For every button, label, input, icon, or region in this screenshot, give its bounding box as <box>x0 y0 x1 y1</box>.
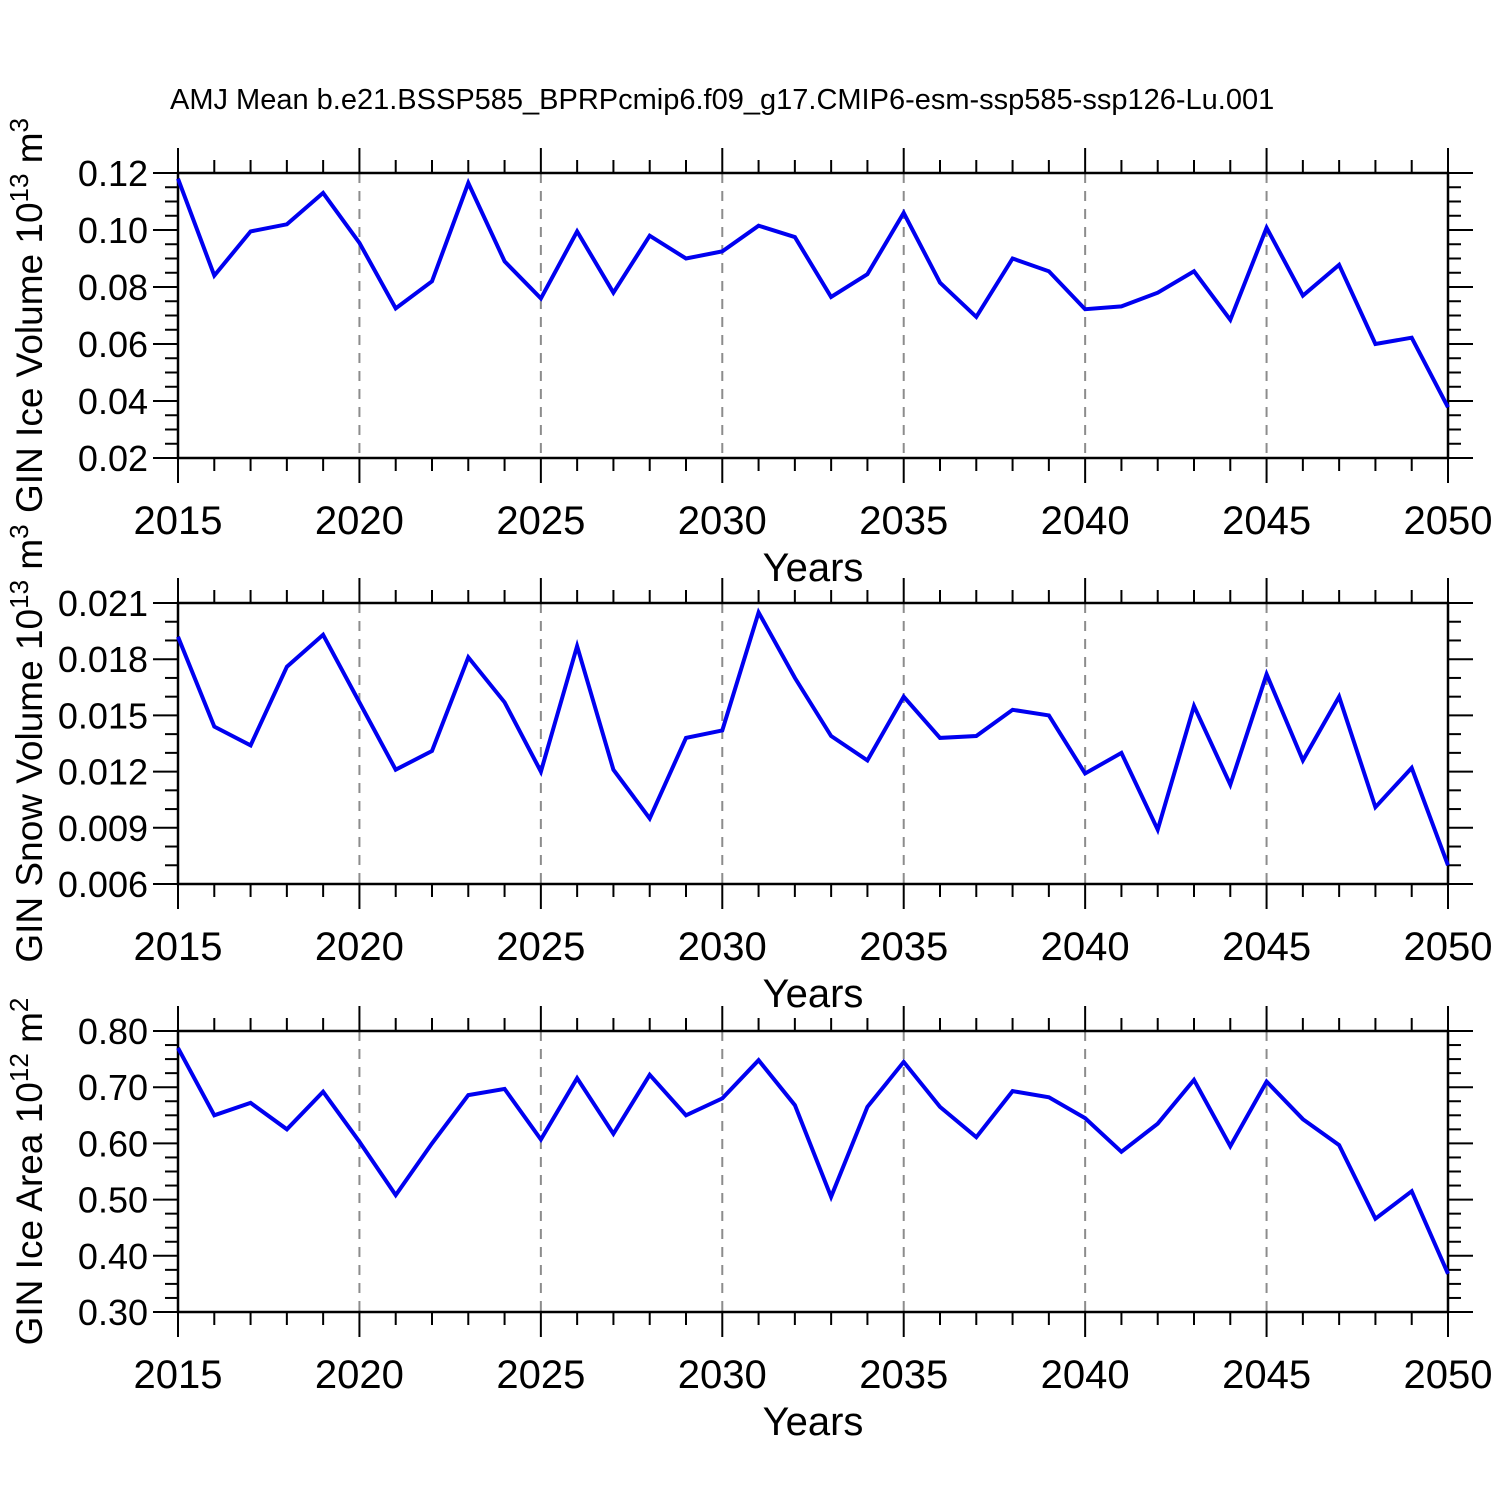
data-line-gin-snow-volume <box>176 607 1450 866</box>
y-axis-title-text: GIN Ice Volume 10 <box>9 202 50 513</box>
x-tick-label: 2035 <box>859 1353 948 1397</box>
y-axis-title-exponent: 12 <box>4 1053 34 1082</box>
plot-frame <box>176 171 1450 460</box>
y-tick-label: 0.80 <box>78 1011 148 1052</box>
x-tick-label: 2030 <box>678 1353 767 1397</box>
x-tick-label: 2050 <box>1404 499 1493 543</box>
y-axis-title-exponent: 13 <box>4 580 34 609</box>
x-tick-label: 2015 <box>134 925 223 969</box>
x-tick-label: 2025 <box>496 1353 585 1397</box>
y-axis-title-text: GIN Snow Volume 10 <box>9 609 50 963</box>
y-tick-label: 0.015 <box>58 695 148 736</box>
y-tick-label: 0.50 <box>78 1180 148 1221</box>
y-tick-label: 0.12 <box>78 153 148 194</box>
y-axis-title-text: GIN Ice Area 10 <box>9 1082 50 1345</box>
y-tick-label: 0.06 <box>78 324 148 365</box>
plot-title: AMJ Mean b.e21.BSSP585_BPRPcmip6.f09_g17… <box>170 84 1275 116</box>
y-tick-label: 0.10 <box>78 210 148 251</box>
y-tick-label: 0.30 <box>78 1292 148 1333</box>
x-tick-label: 2040 <box>1041 499 1130 543</box>
x-tick-label: 2045 <box>1222 499 1311 543</box>
y-axis-title-unit: m <box>9 1012 50 1053</box>
y-tick-label: 0.08 <box>78 267 148 308</box>
x-axis-title: Years <box>763 972 864 1016</box>
tick-marks <box>153 1006 1473 1337</box>
x-tick-label: 2050 <box>1404 925 1493 969</box>
gridlines <box>358 603 1268 884</box>
y-axis-title-unit-exponent: 3 <box>4 524 34 538</box>
x-tick-label: 2040 <box>1041 925 1130 969</box>
data-line-gin-ice-volume <box>176 177 1450 409</box>
x-tick-label: 2040 <box>1041 1353 1130 1397</box>
y-axis-title: GIN Ice Area 1012 m2 <box>4 998 50 1346</box>
x-tick-label: 2045 <box>1222 925 1311 969</box>
plot-frame <box>176 601 1450 886</box>
gridlines <box>358 173 1268 458</box>
y-axis-title-unit-exponent: 2 <box>4 998 34 1012</box>
y-tick-label: 0.009 <box>58 808 148 849</box>
x-tick-label: 2020 <box>315 925 404 969</box>
x-tick-label: 2020 <box>315 1353 404 1397</box>
x-axis-title: Years <box>763 1400 864 1444</box>
x-tick-label: 2050 <box>1404 1353 1493 1397</box>
y-tick-label: 0.70 <box>78 1067 148 1108</box>
tick-marks <box>153 148 1473 483</box>
y-tick-label: 0.021 <box>58 583 148 624</box>
y-tick-label: 0.40 <box>78 1236 148 1277</box>
x-tick-label: 2020 <box>315 499 404 543</box>
y-tick-label: 0.60 <box>78 1123 148 1164</box>
x-tick-label: 2025 <box>496 925 585 969</box>
y-axis-title: GIN Snow Volume 1013 m3 <box>4 524 50 962</box>
y-tick-label: 0.04 <box>78 381 148 422</box>
x-tick-label: 2030 <box>678 925 767 969</box>
x-tick-label: 2045 <box>1222 1353 1311 1397</box>
plot-frame <box>176 1029 1450 1314</box>
y-axis-title-unit: m <box>9 132 50 173</box>
x-tick-label: 2015 <box>134 1353 223 1397</box>
x-tick-label: 2025 <box>496 499 585 543</box>
chart-gin-snow-volume: 0.006 0.009 0.012 0.015 0.018 0.021 2015 2020 20… <box>4 524 1492 1016</box>
chart-gin-ice-area: 0.30 0.40 0.50 0.60 0.70 0.80 2015 2020 2025 2030… <box>4 998 1492 1444</box>
y-axis-title-unit-exponent: 3 <box>4 118 34 132</box>
y-axis-title: GIN Ice Volume 1013 m3 <box>4 118 50 513</box>
y-axis-title-unit: m <box>9 539 50 580</box>
data-line-gin-ice-area <box>176 1046 1450 1275</box>
x-tick-label: 2035 <box>859 925 948 969</box>
gridlines <box>358 1031 1268 1312</box>
y-tick-label: 0.018 <box>58 639 148 680</box>
x-tick-label: 2015 <box>134 499 223 543</box>
chart-gin-ice-volume: 0.02 0.04 0.06 0.08 0.10 0.12 2015 2020 2025 2030… <box>4 118 1492 590</box>
y-axis-title-exponent: 13 <box>4 174 34 203</box>
tick-marks <box>153 578 1473 909</box>
y-tick-label: 0.006 <box>58 864 148 905</box>
x-tick-label: 2030 <box>678 499 767 543</box>
y-tick-label: 0.02 <box>78 438 148 479</box>
x-axis-title: Years <box>763 546 864 590</box>
x-tick-label: 2035 <box>859 499 948 543</box>
y-tick-label: 0.012 <box>58 752 148 793</box>
